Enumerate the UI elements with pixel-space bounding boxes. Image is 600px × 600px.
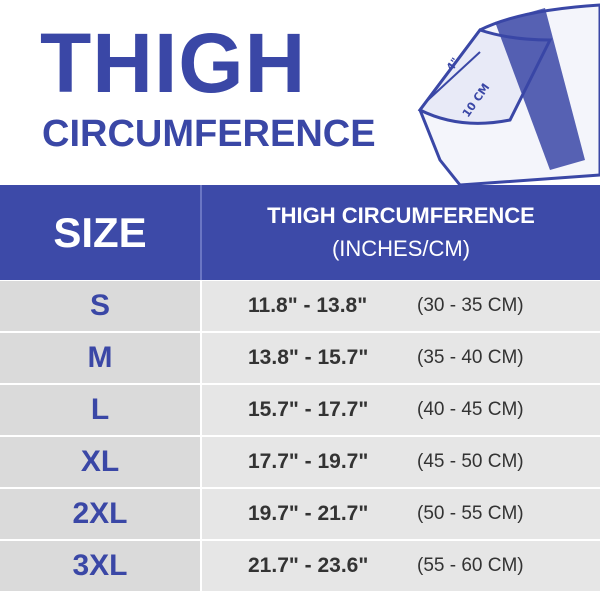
size-header: SIZE bbox=[53, 209, 147, 256]
size-cell: M bbox=[0, 333, 200, 383]
cm-range: (50 - 55 CM) bbox=[417, 503, 524, 524]
table-body: S 11.8" - 13.8" (30 - 35 CM) M 13.8" - 15.7"… bbox=[0, 281, 600, 593]
inches-range: 15.7" - 17.7" bbox=[248, 398, 369, 421]
cm-range: (55 - 60 CM) bbox=[417, 555, 524, 576]
leg-illustration: 4" 10 CM bbox=[417, 3, 600, 185]
measure-cell: 21.7" - 23.6" (55 - 60 CM) bbox=[202, 541, 600, 591]
cm-range: (45 - 50 CM) bbox=[417, 451, 524, 472]
measure-line bbox=[427, 51, 481, 101]
table-row: XL 17.7" - 19.7" (45 - 50 CM) bbox=[0, 437, 600, 487]
measure-header: THIGH CIRCUMFERENCE bbox=[267, 203, 535, 228]
cm-range: (35 - 40 CM) bbox=[417, 347, 524, 368]
measure-cell: 13.8" - 15.7" (35 - 40 CM) bbox=[202, 333, 600, 383]
brace-edge bbox=[495, 8, 585, 170]
units-header: (INCHES/CM) bbox=[331, 236, 471, 261]
table-row: 2XL 19.7" - 21.7" (50 - 55 CM) bbox=[0, 489, 600, 539]
inches-range: 17.7" - 19.7" bbox=[248, 450, 369, 473]
size-cell: 3XL bbox=[0, 541, 200, 591]
table-row: S 11.8" - 13.8" (30 - 35 CM) bbox=[0, 281, 600, 331]
size-cell: L bbox=[0, 385, 200, 435]
title-line: CIRCUMFERENCE bbox=[42, 113, 376, 155]
size-cell: XL bbox=[0, 437, 200, 487]
inches-range: 21.7" - 23.6" bbox=[248, 554, 369, 577]
cm-range: (30 - 35 CM) bbox=[417, 295, 524, 316]
size-cell: S bbox=[0, 281, 200, 331]
cm-range: (40 - 45 CM) bbox=[417, 399, 524, 420]
measure-cell: 15.7" - 17.7" (40 - 45 CM) bbox=[202, 385, 600, 435]
measure-cell: 19.7" - 21.7" (50 - 55 CM) bbox=[202, 489, 600, 539]
title-line: THIGH bbox=[40, 16, 307, 110]
measure-cell: 11.8" - 13.8" (30 - 35 CM) bbox=[202, 281, 600, 331]
inches-label: 4" bbox=[444, 55, 462, 73]
inches-range: 11.8" - 13.8" bbox=[248, 294, 368, 317]
table-header bbox=[0, 185, 600, 280]
table-row: L 15.7" - 17.7" (40 - 45 CM) bbox=[0, 385, 600, 435]
header-divider bbox=[200, 185, 202, 280]
measure-cell: 17.7" - 19.7" (45 - 50 CM) bbox=[202, 437, 600, 487]
inches-range: 19.7" - 21.7" bbox=[248, 502, 369, 525]
inches-range: 13.8" - 15.7" bbox=[248, 346, 369, 369]
table-row: M 13.8" - 15.7" (35 - 40 CM) bbox=[0, 333, 600, 383]
table-row: 3XL 21.7" - 23.6" (55 - 60 CM) bbox=[0, 541, 600, 591]
size-cell: 2XL bbox=[0, 489, 200, 539]
